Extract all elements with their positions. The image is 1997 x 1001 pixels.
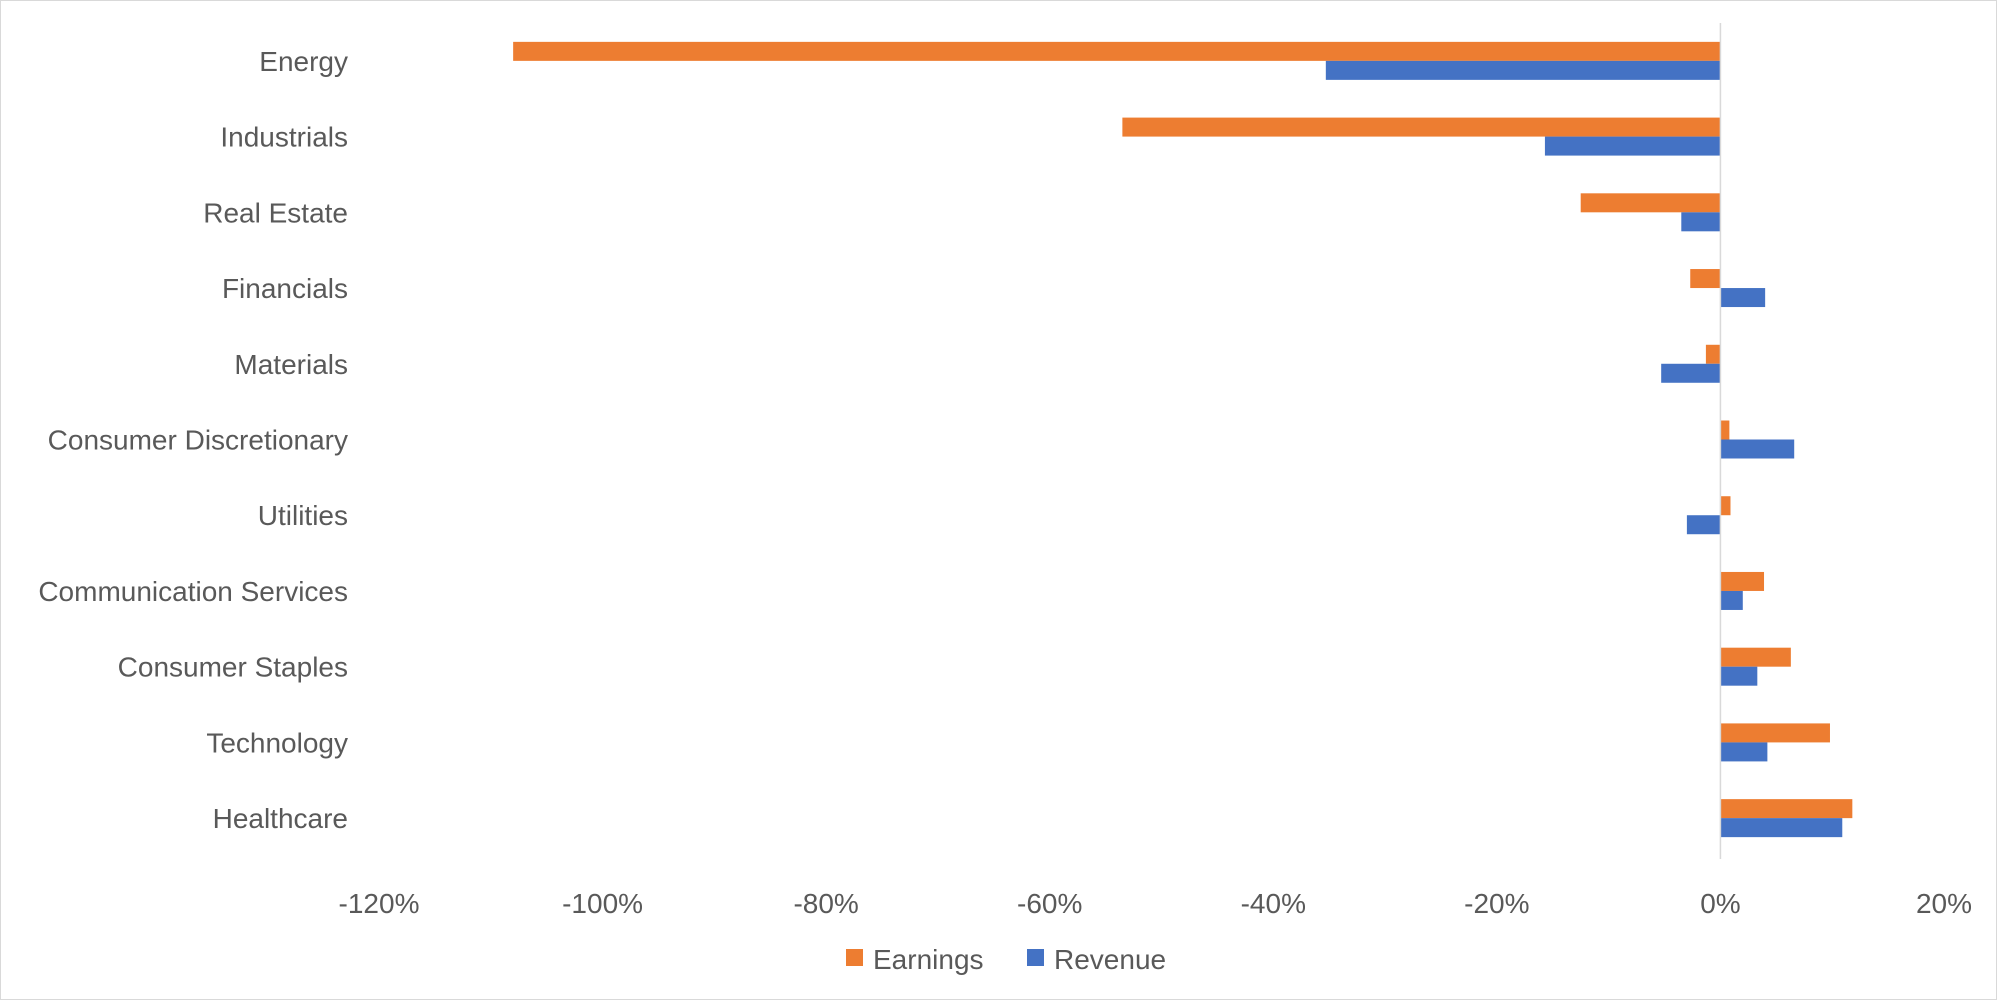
legend-label-revenue: Revenue [1054, 944, 1166, 975]
category-label-technology: Technology [206, 727, 348, 758]
bar-revenue-materials [1661, 363, 1721, 383]
bar-revenue-financials [1720, 288, 1766, 308]
category-label-communication-services: Communication Services [38, 576, 348, 607]
legend-label-earnings: Earnings [873, 944, 984, 975]
bar-revenue-healthcare [1720, 818, 1843, 838]
bar-earnings-healthcare [1720, 799, 1853, 819]
x-tick-label: -20% [1464, 888, 1529, 919]
bar-revenue-real-estate [1681, 212, 1721, 232]
category-label-healthcare: Healthcare [213, 803, 348, 834]
bar-earnings-technology [1720, 723, 1830, 743]
bar-earnings-energy [513, 41, 1721, 61]
x-tick-label: -80% [793, 888, 858, 919]
bar-revenue-consumer-staples [1720, 666, 1758, 686]
category-label-energy: Energy [259, 46, 348, 77]
bar-earnings-consumer-staples [1720, 647, 1791, 667]
x-tick-label: 0% [1700, 888, 1740, 919]
x-tick-label: -40% [1241, 888, 1306, 919]
legend-swatch-revenue [1027, 949, 1044, 966]
category-axis: Energy Industrials Real Estate Financials Ma… [38, 46, 348, 834]
bar-earnings-industrials [1122, 117, 1721, 137]
category-label-consumer-discretionary: Consumer Discretionary [48, 425, 348, 456]
bar-earnings-financials [1690, 269, 1721, 289]
bar-revenue-communication-services [1720, 590, 1743, 610]
bar-earnings-consumer-discretionary [1720, 420, 1730, 440]
category-label-utilities: Utilities [258, 500, 348, 531]
category-label-industrials: Industrials [220, 122, 348, 153]
category-label-materials: Materials [234, 349, 348, 380]
bar-earnings-communication-services [1720, 571, 1765, 591]
value-axis: -120% -100% -80% -60% -40% -20% 0% 20% [339, 888, 1972, 919]
bar-revenue-utilities [1686, 515, 1721, 535]
bar-earnings-materials [1705, 344, 1721, 364]
bar-earnings-real-estate [1580, 193, 1721, 213]
x-tick-label: -100% [562, 888, 643, 919]
category-label-financials: Financials [222, 273, 348, 304]
bar-revenue-consumer-discretionary [1720, 439, 1795, 459]
bar-earnings-utilities [1720, 496, 1731, 516]
x-tick-label: -120% [339, 888, 420, 919]
category-label-real-estate: Real Estate [203, 197, 348, 228]
bar-revenue-energy [1325, 60, 1721, 80]
x-tick-label: 20% [1916, 888, 1972, 919]
bar-revenue-technology [1720, 742, 1768, 762]
bars-layer [513, 41, 1853, 838]
x-tick-label: -60% [1017, 888, 1082, 919]
legend: Earnings Revenue [846, 944, 1166, 975]
bar-revenue-industrials [1544, 136, 1721, 156]
category-label-consumer-staples: Consumer Staples [118, 652, 348, 683]
legend-swatch-earnings [846, 949, 863, 966]
